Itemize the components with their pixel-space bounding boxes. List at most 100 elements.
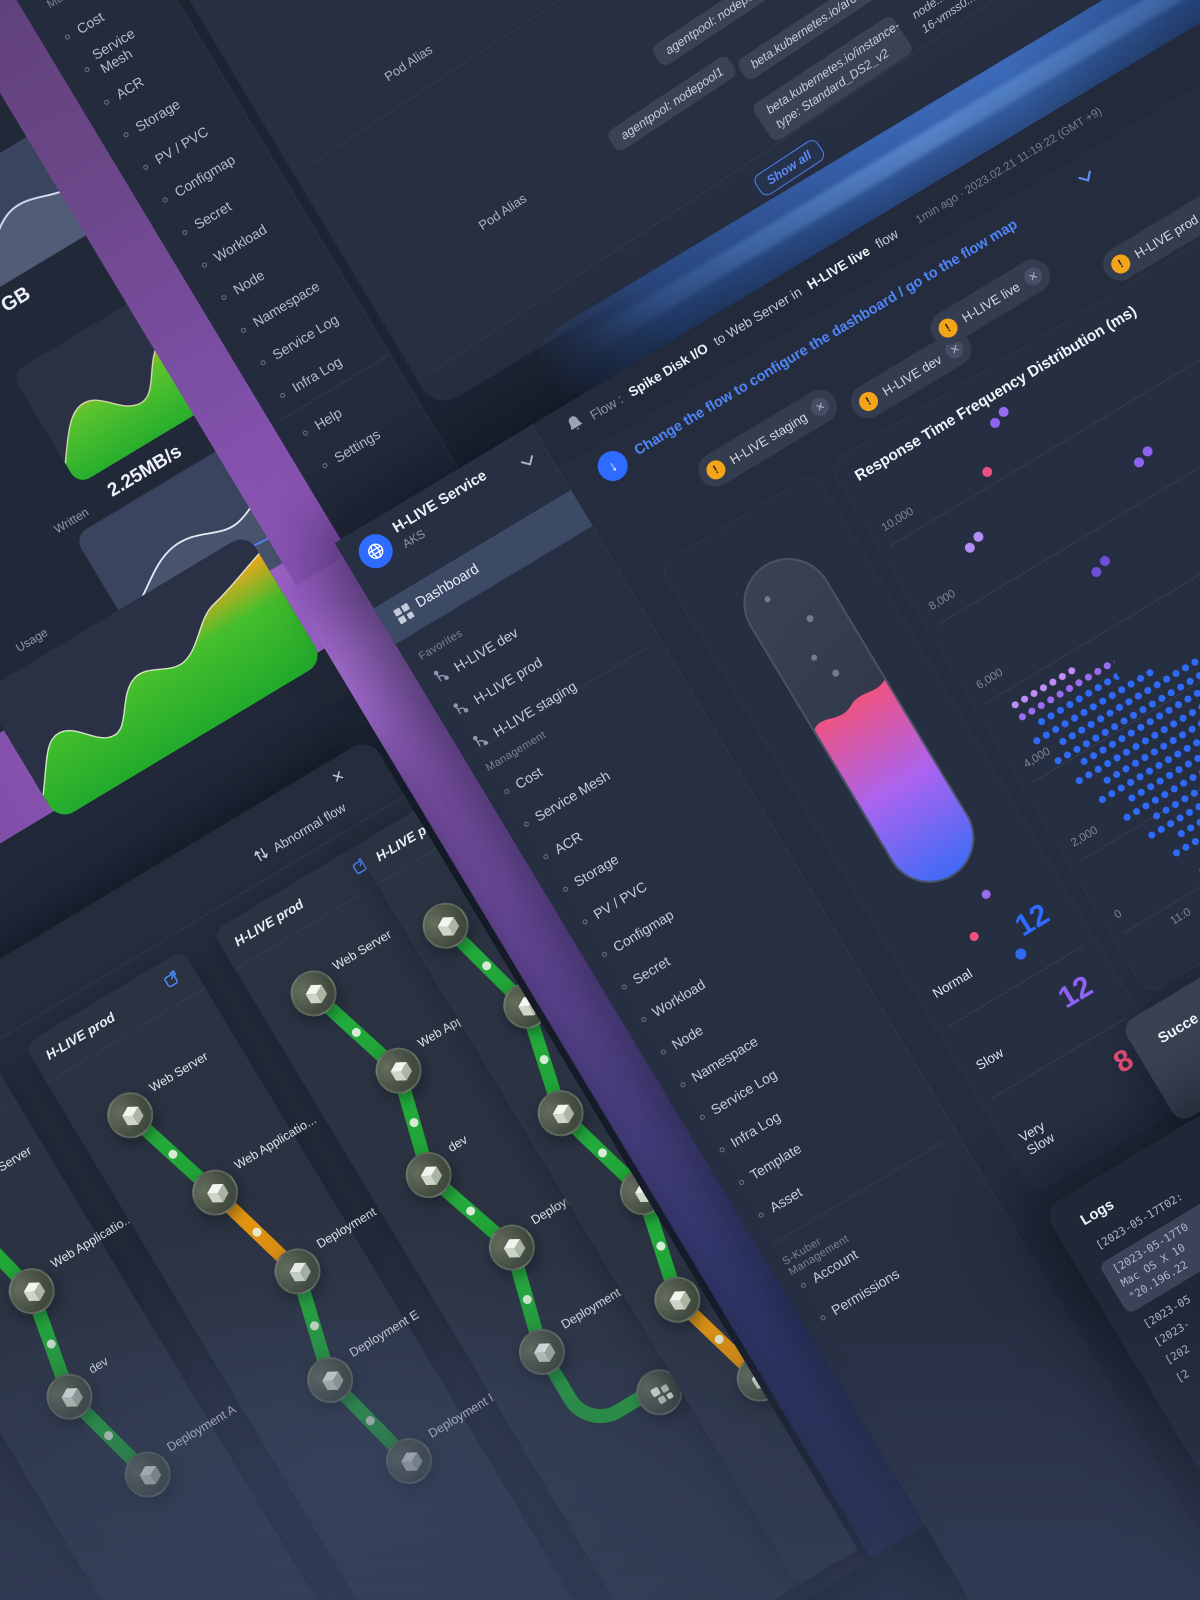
bullet-icon	[181, 228, 189, 236]
area-chart-green	[42, 553, 325, 822]
close-icon[interactable]: ×	[328, 765, 349, 790]
notification-chevron-down-icon[interactable]	[1076, 167, 1098, 190]
cube-icon	[390, 1062, 412, 1081]
warning-icon: !	[934, 314, 961, 341]
success-toast-label: Succe	[1154, 1009, 1200, 1048]
notification-row: Flow : Spike Disk I/O to Web Server in H…	[563, 100, 1107, 439]
globe-icon	[352, 527, 400, 575]
bubble	[830, 668, 841, 678]
cube-icon	[322, 1371, 344, 1391]
flow-node[interactable]: Web Applicatio...	[366, 991, 502, 1103]
bullet-icon	[83, 65, 91, 73]
bubble	[763, 595, 772, 604]
cube-icon	[437, 917, 460, 936]
warning-icon: !	[702, 456, 729, 483]
sidebar-chevron-down-icon[interactable]	[518, 451, 539, 474]
sidebar-favorite-item[interactable]: H-LIVE dev	[430, 608, 543, 690]
bullet-icon	[259, 358, 267, 366]
management-label: Infra Log	[727, 1108, 784, 1151]
bullet-icon	[799, 1281, 807, 1289]
management-label: Secret	[629, 952, 673, 988]
bullet-icon	[600, 950, 608, 958]
bullet-icon	[542, 852, 550, 860]
sort-arrows-icon	[252, 845, 272, 866]
bullet-icon	[63, 33, 71, 41]
warning-icon: !	[1107, 250, 1134, 277]
cube-icon	[207, 1183, 229, 1203]
sidebar-favorite-item[interactable]: H-LIVE staging	[469, 673, 582, 755]
close-icon[interactable]: ✕	[807, 394, 833, 419]
bell-icon	[563, 411, 589, 439]
bullet-icon	[737, 1178, 745, 1186]
bullet-icon	[698, 1113, 706, 1121]
bullet-icon	[561, 885, 569, 893]
bullet-icon	[718, 1145, 726, 1153]
bullet-icon	[142, 163, 149, 171]
cube-icon	[23, 1282, 46, 1302]
cube-icon	[669, 1291, 691, 1310]
management-label: ACR	[551, 828, 585, 858]
bullet-icon	[659, 1048, 667, 1056]
warning-icon: !	[855, 388, 882, 415]
bullet-icon	[757, 1211, 765, 1218]
sidebar-header[interactable]: H-LIVE Service AKS	[352, 467, 500, 575]
branch-icon	[452, 698, 472, 719]
bullet-icon	[239, 326, 247, 334]
bullet-icon	[161, 196, 169, 203]
cube-icon	[61, 1388, 83, 1407]
favorites-list: H-LIVE dev H-LIVE prod H-LIVE staging	[430, 608, 582, 755]
cube-icon	[420, 1166, 443, 1186]
bubble	[805, 613, 815, 624]
cube-icon	[401, 1452, 423, 1471]
sidebar-favorite-item[interactable]: H-LIVE prod	[449, 641, 562, 723]
bullet-icon	[640, 1015, 647, 1023]
external-link-icon[interactable]	[161, 969, 184, 994]
cube-icon	[305, 984, 328, 1004]
cube-icon	[139, 1465, 162, 1485]
bullet-icon	[819, 1313, 827, 1321]
branch-icon	[432, 665, 452, 686]
bullet-icon	[301, 429, 309, 437]
back-menu-item-label: Storage	[132, 95, 183, 135]
gauge-tube	[726, 541, 992, 900]
flow-node[interactable]	[529, 1081, 593, 1145]
bullet-icon	[321, 461, 329, 469]
bullet-icon	[503, 787, 510, 795]
log-tail: [2023-05 [2023- [202 [2	[1140, 1292, 1200, 1387]
bullet-icon	[220, 293, 228, 301]
abnormal-flow-label: Abnormal flow	[270, 799, 349, 856]
bullet-icon	[581, 917, 589, 925]
flow-node[interactable]: Web Server	[282, 927, 394, 1025]
flow-node[interactable]: dev	[397, 1132, 470, 1207]
bullet-icon	[620, 983, 628, 990]
mini-chart-card-green	[0, 532, 325, 822]
back-menu-item-label: Node	[230, 266, 268, 298]
cube-icon	[552, 1104, 575, 1124]
flow-node[interactable]	[414, 894, 478, 958]
back-menu-item-label: Secret	[191, 197, 235, 233]
cube-icon	[503, 1238, 526, 1258]
flow-node[interactable]: Web Applicatio...	[183, 1112, 319, 1225]
branch-icon	[471, 730, 491, 751]
back-menu-item-label: PV / PVC	[152, 123, 211, 168]
bullet-icon	[102, 98, 110, 106]
flow-node[interactable]: Web Server	[98, 1049, 211, 1147]
flow-node[interactable]: Deployment A	[480, 1175, 603, 1280]
back-menu-item-label: ACR	[112, 73, 147, 103]
flow-node[interactable]: Deployment D	[265, 1198, 389, 1303]
bullet-icon	[522, 820, 530, 828]
management-label: Node	[668, 1021, 706, 1053]
cube-icon	[122, 1106, 144, 1126]
abnormal-flow-toggle[interactable]: Abnormal flow	[205, 799, 349, 895]
bullet-icon	[679, 1080, 687, 1088]
back-menu-item-label: Workload	[210, 221, 270, 266]
cube-icon	[289, 1262, 311, 1282]
bullet-icon	[279, 391, 286, 399]
cube-icon	[533, 1343, 556, 1362]
logs-title: Logs	[1077, 1195, 1118, 1230]
dashboard-grid-icon	[393, 602, 418, 629]
management-label: Template	[747, 1139, 805, 1183]
flow-node[interactable]: Web Applicatio...	[0, 1211, 135, 1323]
close-icon[interactable]: ✕	[1020, 264, 1046, 289]
